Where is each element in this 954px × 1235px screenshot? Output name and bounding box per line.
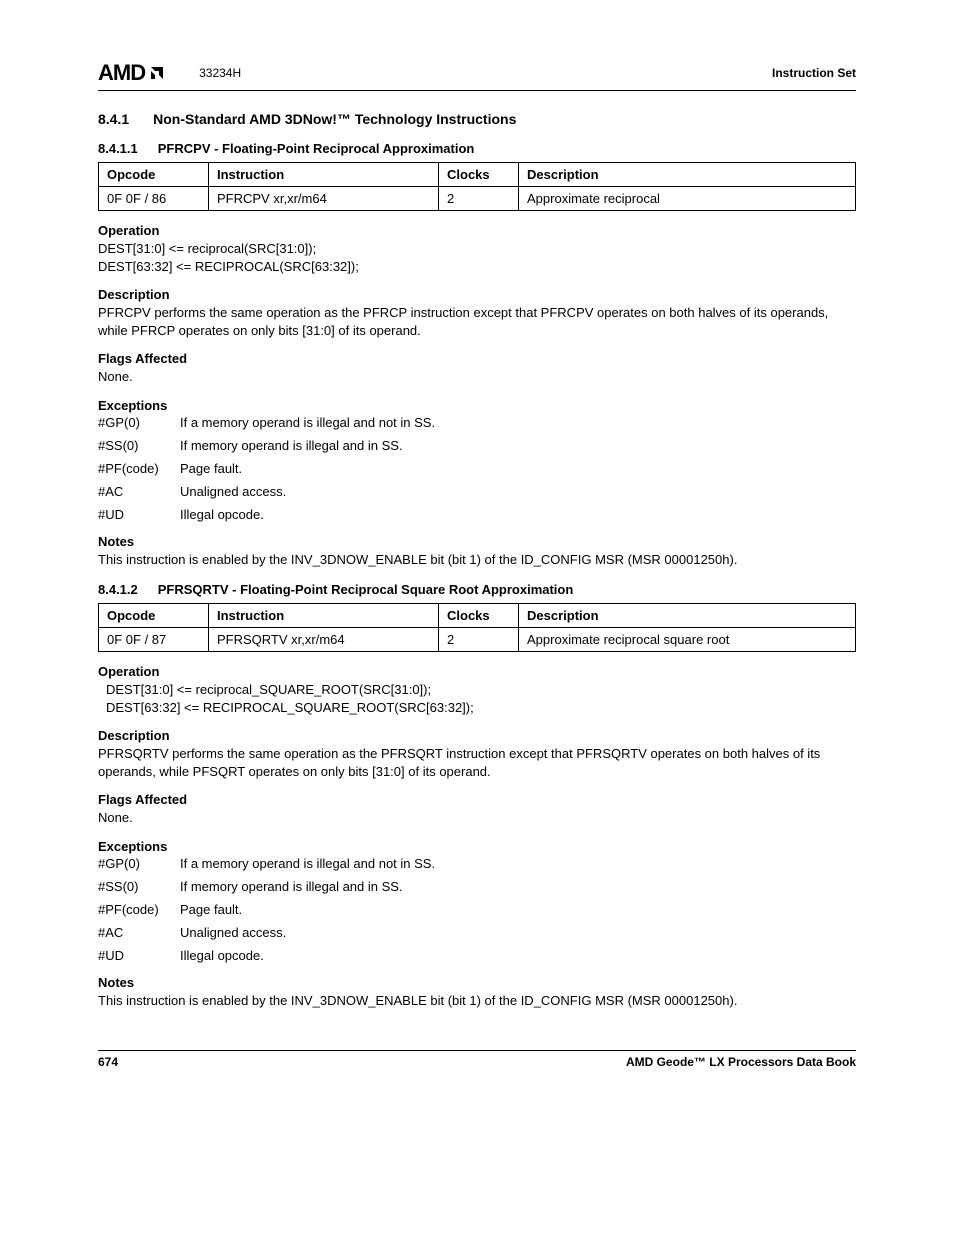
- exception-code: #GP(0): [98, 415, 170, 430]
- exception-row: #UD Illegal opcode.: [98, 948, 856, 963]
- table-row: 0F 0F / 86 PFRCPV xr,xr/m64 2 Approximat…: [99, 187, 856, 211]
- exception-text: Illegal opcode.: [180, 948, 264, 963]
- td-description: Approximate reciprocal square root: [519, 628, 856, 652]
- operation-text: DEST[31:0] <= reciprocal_SQUARE_ROOT(SRC…: [98, 681, 856, 716]
- page-footer: 674 AMD Geode™ LX Processors Data Book: [98, 1050, 856, 1069]
- exception-row: #SS(0) If memory operand is illegal and …: [98, 879, 856, 894]
- th-instruction: Instruction: [209, 604, 439, 628]
- exceptions-list-1: #GP(0) If a memory operand is illegal an…: [98, 415, 856, 522]
- td-instruction: PFRCPV xr,xr/m64: [209, 187, 439, 211]
- exception-code: #UD: [98, 507, 170, 522]
- subheading-text: PFRSQRTV - Floating-Point Reciprocal Squ…: [158, 582, 574, 597]
- description-text: PFRSQRTV performs the same operation as …: [98, 745, 856, 780]
- exception-row: #PF(code) Page fault.: [98, 461, 856, 476]
- subheading-number: 8.4.1.2: [98, 582, 138, 597]
- exception-row: #UD Illegal opcode.: [98, 507, 856, 522]
- exceptions-list-2: #GP(0) If a memory operand is illegal an…: [98, 856, 856, 963]
- exception-text: Unaligned access.: [180, 484, 286, 499]
- operation-label: Operation: [98, 223, 856, 238]
- amd-logo-text: AMD: [98, 60, 145, 86]
- exception-code: #GP(0): [98, 856, 170, 871]
- amd-arrow-icon: [147, 63, 167, 83]
- exception-text: If a memory operand is illegal and not i…: [180, 856, 435, 871]
- exception-text: If a memory operand is illegal and not i…: [180, 415, 435, 430]
- pfrcpv-table: Opcode Instruction Clocks Description 0F…: [98, 162, 856, 211]
- flags-label: Flags Affected: [98, 792, 856, 807]
- table-header-row: Opcode Instruction Clocks Description: [99, 604, 856, 628]
- pfrsqrtv-table: Opcode Instruction Clocks Description 0F…: [98, 603, 856, 652]
- exception-text: Illegal opcode.: [180, 507, 264, 522]
- td-description: Approximate reciprocal: [519, 187, 856, 211]
- th-opcode: Opcode: [99, 604, 209, 628]
- exception-code: #PF(code): [98, 461, 170, 476]
- notes-text: This instruction is enabled by the INV_3…: [98, 992, 856, 1010]
- table-row: 0F 0F / 87 PFRSQRTV xr,xr/m64 2 Approxim…: [99, 628, 856, 652]
- doc-id: 33234H: [199, 66, 241, 80]
- td-opcode: 0F 0F / 87: [99, 628, 209, 652]
- flags-label: Flags Affected: [98, 351, 856, 366]
- exception-text: If memory operand is illegal and in SS.: [180, 879, 403, 894]
- section-title: Instruction Set: [772, 66, 856, 80]
- book-title: AMD Geode™ LX Processors Data Book: [626, 1055, 856, 1069]
- exception-row: #AC Unaligned access.: [98, 484, 856, 499]
- th-opcode: Opcode: [99, 163, 209, 187]
- exception-code: #SS(0): [98, 879, 170, 894]
- exception-row: #GP(0) If a memory operand is illegal an…: [98, 415, 856, 430]
- exception-text: Unaligned access.: [180, 925, 286, 940]
- notes-label: Notes: [98, 975, 856, 990]
- table-header-row: Opcode Instruction Clocks Description: [99, 163, 856, 187]
- flags-text: None.: [98, 809, 856, 827]
- td-clocks: 2: [439, 628, 519, 652]
- exceptions-label: Exceptions: [98, 839, 856, 854]
- exception-row: #SS(0) If memory operand is illegal and …: [98, 438, 856, 453]
- exception-text: Page fault.: [180, 902, 242, 917]
- td-instruction: PFRSQRTV xr,xr/m64: [209, 628, 439, 652]
- exception-code: #AC: [98, 484, 170, 499]
- subheading-text: PFRCPV - Floating-Point Reciprocal Appro…: [158, 141, 475, 156]
- operation-label: Operation: [98, 664, 856, 679]
- th-instruction: Instruction: [209, 163, 439, 187]
- heading-text: Non-Standard AMD 3DNow!™ Technology Inst…: [153, 111, 516, 127]
- th-description: Description: [519, 604, 856, 628]
- th-clocks: Clocks: [439, 604, 519, 628]
- th-description: Description: [519, 163, 856, 187]
- notes-label: Notes: [98, 534, 856, 549]
- th-clocks: Clocks: [439, 163, 519, 187]
- description-label: Description: [98, 728, 856, 743]
- page-header: AMD 33234H Instruction Set: [98, 60, 856, 91]
- amd-logo: AMD: [98, 60, 167, 86]
- page-number: 674: [98, 1055, 118, 1069]
- flags-text: None.: [98, 368, 856, 386]
- heading-8-4-1: 8.4.1 Non-Standard AMD 3DNow!™ Technolog…: [98, 111, 856, 127]
- exception-code: #AC: [98, 925, 170, 940]
- description-text: PFRCPV performs the same operation as th…: [98, 304, 856, 339]
- exception-row: #AC Unaligned access.: [98, 925, 856, 940]
- heading-8-4-1-1: 8.4.1.1 PFRCPV - Floating-Point Reciproc…: [98, 141, 856, 156]
- td-clocks: 2: [439, 187, 519, 211]
- td-opcode: 0F 0F / 86: [99, 187, 209, 211]
- heading-number: 8.4.1: [98, 111, 129, 127]
- exception-row: #PF(code) Page fault.: [98, 902, 856, 917]
- exception-text: If memory operand is illegal and in SS.: [180, 438, 403, 453]
- exception-row: #GP(0) If a memory operand is illegal an…: [98, 856, 856, 871]
- exception-code: #SS(0): [98, 438, 170, 453]
- subheading-number: 8.4.1.1: [98, 141, 138, 156]
- exception-code: #UD: [98, 948, 170, 963]
- exceptions-label: Exceptions: [98, 398, 856, 413]
- description-label: Description: [98, 287, 856, 302]
- header-left: AMD 33234H: [98, 60, 241, 86]
- page-container: AMD 33234H Instruction Set 8.4.1 Non-Sta…: [0, 0, 954, 1109]
- heading-8-4-1-2: 8.4.1.2 PFRSQRTV - Floating-Point Recipr…: [98, 582, 856, 597]
- exception-code: #PF(code): [98, 902, 170, 917]
- operation-text: DEST[31:0] <= reciprocal(SRC[31:0]); DES…: [98, 240, 856, 275]
- notes-text: This instruction is enabled by the INV_3…: [98, 551, 856, 569]
- exception-text: Page fault.: [180, 461, 242, 476]
